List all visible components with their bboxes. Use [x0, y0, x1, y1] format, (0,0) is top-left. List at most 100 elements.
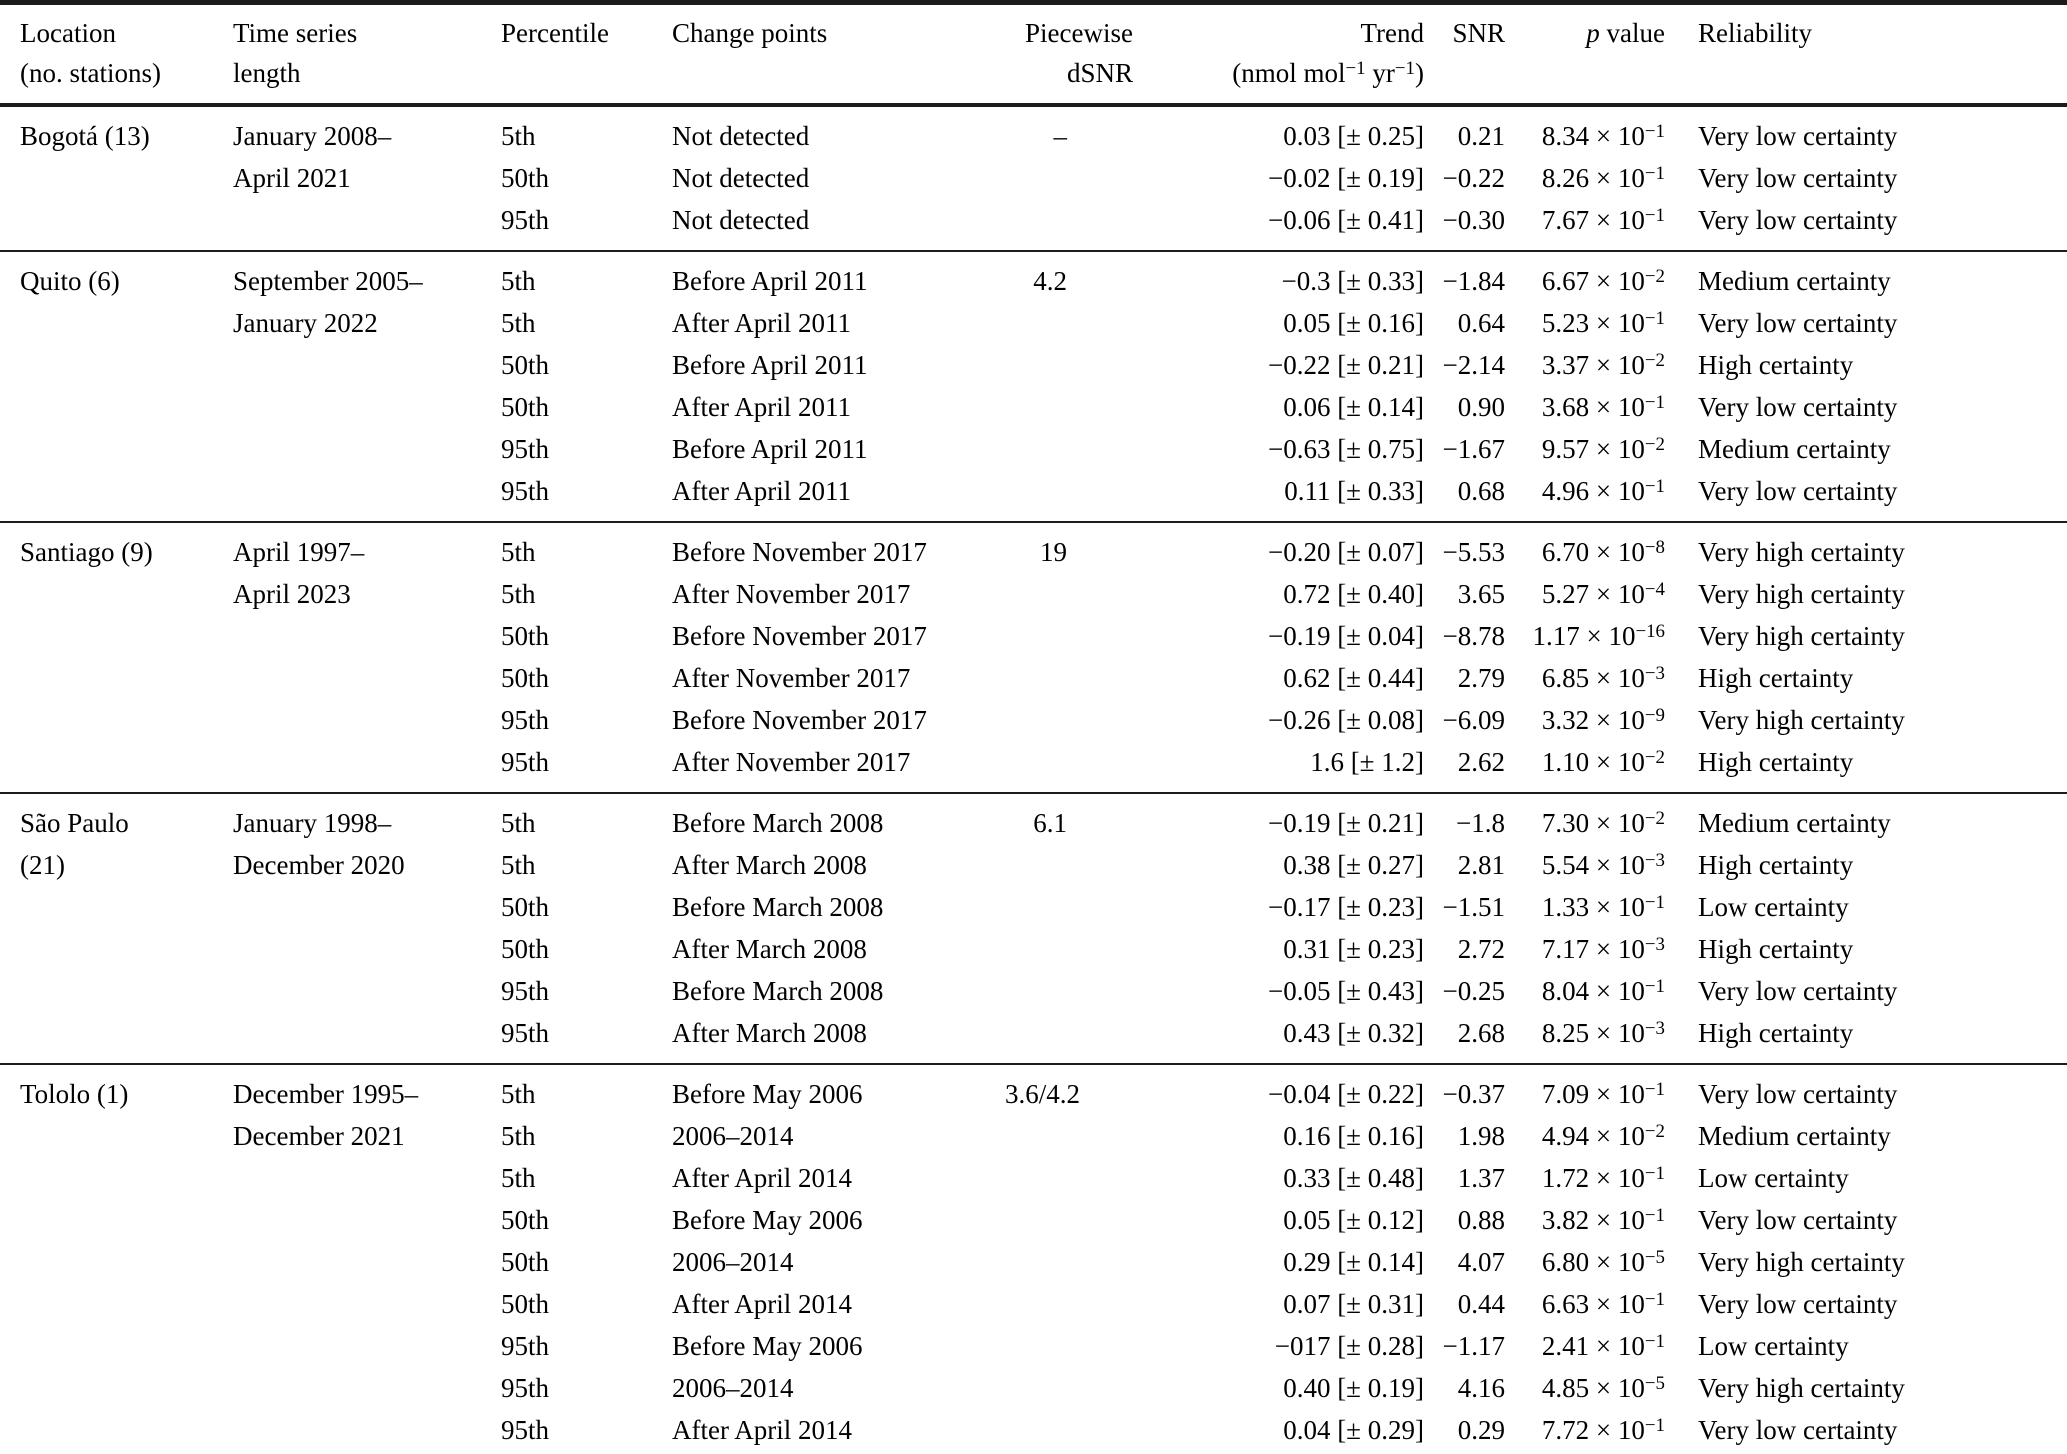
header-row: Location (no. stations) Time series leng… [0, 3, 2067, 106]
cell-location [0, 886, 233, 928]
cell-p-value: 5.54 × 10−3 [1541, 849, 1665, 880]
cell-p-value: 9.57 × 10−2 [1541, 433, 1665, 464]
cell-percentile: 5th [501, 1079, 536, 1109]
cell-p-value: 1.17 × 10−16 [1532, 620, 1665, 651]
cell-period: September 2005– [233, 266, 423, 296]
table-row: 50th 2006–2014 0.29 [± 0.14] 4.07 6.80 ×… [0, 1241, 2067, 1283]
cell-percentile: 50th [501, 163, 550, 193]
table-row: April 2023 5th After November 2017 0.72 … [0, 573, 2067, 615]
cell-snr: 3.65 [1457, 579, 1505, 609]
cell-snr: 0.68 [1457, 476, 1505, 506]
cell-period [233, 344, 501, 386]
table-row: (21) December 2020 5th After March 2008 … [0, 844, 2067, 886]
table-row: 95th Before March 2008 −0.05 [± 0.43] −0… [0, 970, 2067, 1012]
cell-reliability: Very low certainty [1698, 205, 1898, 235]
cell-period [233, 741, 501, 793]
cell-location [0, 428, 233, 470]
cell-trend: −017 [± 0.28] [1274, 1331, 1424, 1361]
cell-snr: 0.90 [1457, 392, 1505, 422]
cell-percentile: 5th [501, 537, 536, 567]
table-row: 95th 2006–2014 0.40 [± 0.19] 4.16 4.85 ×… [0, 1367, 2067, 1409]
cell-reliability: Very high certainty [1698, 537, 1905, 567]
table-row: 50th Before March 2008 −0.17 [± 0.23] −1… [0, 886, 2067, 928]
table-row: December 2021 5th 2006–2014 0.16 [± 0.16… [0, 1115, 2067, 1157]
cell-piecewise-dsnr [1005, 844, 1133, 886]
cell-change-point: After November 2017 [672, 579, 911, 609]
cell-snr: 2.81 [1457, 850, 1505, 880]
cell-p-value: 3.82 × 10−1 [1541, 1204, 1665, 1235]
table-row: Santiago (9) April 1997– 5th Before Nove… [0, 522, 2067, 573]
table-header: Location (no. stations) Time series leng… [0, 3, 2067, 106]
cell-period [233, 1409, 501, 1454]
cell-snr: 0.64 [1457, 308, 1505, 338]
cell-location [0, 1012, 233, 1064]
cell-percentile: 5th [501, 1121, 536, 1151]
cell-change-point: After April 2011 [672, 308, 851, 338]
cell-location [0, 1157, 233, 1199]
cell-p-value: 8.34 × 10−1 [1541, 120, 1665, 151]
header-trend-label: Trend [1360, 18, 1424, 48]
cell-trend: −0.05 [± 0.43] [1267, 976, 1424, 1006]
cell-location [0, 1367, 233, 1409]
cell-change-point: Before November 2017 [672, 705, 927, 735]
table-row: 50th After November 2017 0.62 [± 0.44] 2… [0, 657, 2067, 699]
cell-snr: −1.8 [1456, 808, 1505, 838]
cell-location [0, 1409, 233, 1454]
cell-piecewise-dsnr [1005, 1283, 1133, 1325]
cell-location [0, 1199, 233, 1241]
cell-period: January 2022 [233, 308, 378, 338]
cell-snr: 2.79 [1457, 663, 1505, 693]
cell-change-point: After March 2008 [672, 850, 867, 880]
cell-reliability: Very high certainty [1698, 1247, 1905, 1277]
cell-p-value: 6.85 × 10−3 [1541, 662, 1665, 693]
cell-change-point: After April 2011 [672, 392, 851, 422]
table-row: 95th After March 2008 0.43 [± 0.32] 2.68… [0, 1012, 2067, 1064]
cell-period [233, 886, 501, 928]
cell-snr: 0.29 [1457, 1415, 1505, 1445]
cell-reliability: Very high certainty [1698, 1373, 1905, 1403]
cell-p-value: 6.70 × 10−8 [1541, 536, 1665, 567]
cell-trend: 0.06 [± 0.14] [1283, 392, 1424, 422]
cell-piecewise-dsnr [1005, 1115, 1133, 1157]
cell-trend: −0.19 [± 0.21] [1267, 808, 1424, 838]
cell-p-value: 7.67 × 10−1 [1541, 204, 1665, 235]
cell-change-point: Before March 2008 [672, 892, 884, 922]
cell-location [0, 573, 233, 615]
cell-reliability: High certainty [1698, 934, 1854, 964]
cell-p-value: 8.25 × 10−3 [1541, 1017, 1665, 1048]
cell-percentile: 5th [501, 808, 536, 838]
cell-period [233, 970, 501, 1012]
cell-reliability: Very low certainty [1698, 1289, 1898, 1319]
cell-change-point: After November 2017 [672, 747, 911, 777]
cell-change-point: Before November 2017 [672, 621, 927, 651]
cell-period [233, 428, 501, 470]
cell-change-point: 2006–2014 [672, 1247, 794, 1277]
cell-change-point: 2006–2014 [672, 1373, 794, 1403]
cell-period [233, 1325, 501, 1367]
cell-percentile: 5th [501, 266, 536, 296]
cell-location [0, 699, 233, 741]
cell-trend: −0.06 [± 0.41] [1267, 205, 1424, 235]
cell-percentile: 5th [501, 850, 536, 880]
cell-percentile: 95th [501, 976, 550, 1006]
cell-period: April 2021 [233, 163, 351, 193]
table-row: 95th After November 2017 1.6 [± 1.2] 2.6… [0, 741, 2067, 793]
cell-piecewise-dsnr [1005, 928, 1133, 970]
cell-location [0, 1115, 233, 1157]
cell-change-point: After April 2011 [672, 476, 851, 506]
cell-location [0, 970, 233, 1012]
cell-trend: 0.05 [± 0.16] [1283, 308, 1424, 338]
cell-trend: −0.3 [± 0.33] [1281, 266, 1424, 296]
cell-period [233, 615, 501, 657]
cell-location [0, 615, 233, 657]
cell-piecewise-dsnr [1005, 657, 1133, 699]
cell-snr: −0.22 [1442, 163, 1505, 193]
cell-snr: −5.53 [1442, 537, 1505, 567]
cell-trend: 0.31 [± 0.23] [1283, 934, 1424, 964]
cell-change-point: Before April 2011 [672, 266, 868, 296]
cell-p-value: 7.72 × 10−1 [1541, 1414, 1665, 1445]
cell-p-value: 4.96 × 10−1 [1541, 475, 1665, 506]
cell-reliability: High certainty [1698, 850, 1854, 880]
cell-period [233, 1012, 501, 1064]
